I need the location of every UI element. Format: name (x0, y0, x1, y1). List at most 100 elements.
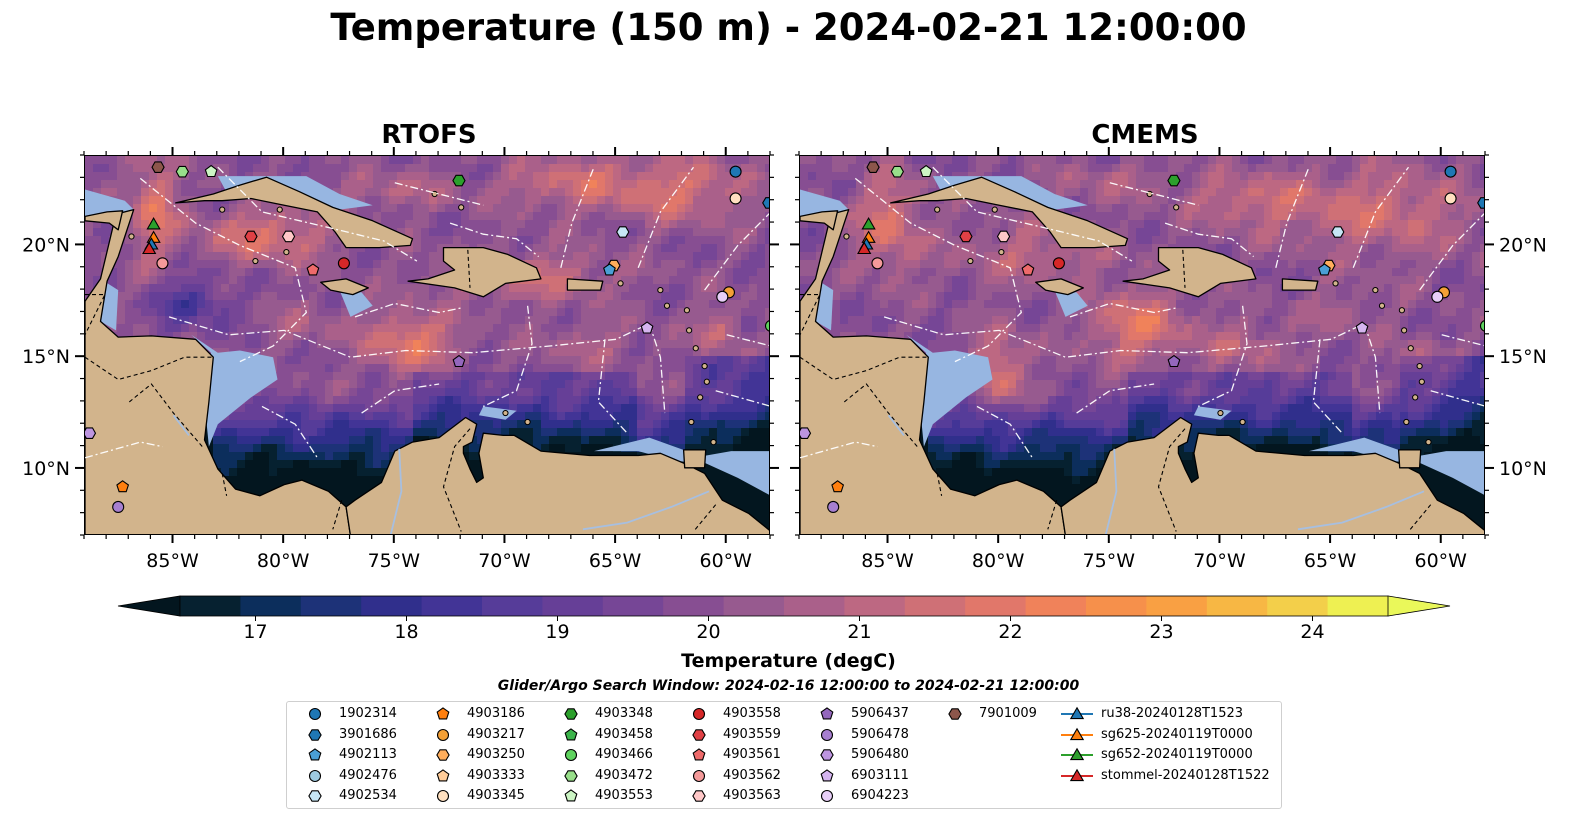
colorbar-bin (542, 596, 604, 616)
legend-marker-hexagon-icon (692, 728, 706, 741)
map-panel-rtofs[interactable] (84, 155, 770, 535)
legend-marker-hexagon-icon (308, 728, 322, 741)
colorbar-bin (602, 596, 664, 616)
colorbar-bin (844, 596, 906, 616)
glider-marker-sg652[interactable] (861, 216, 876, 230)
legend-label: 5906478 (851, 726, 909, 742)
legend-label: 4903217 (467, 726, 525, 742)
float-marker-4902534[interactable] (1331, 226, 1345, 238)
float-marker-4903563[interactable] (281, 230, 296, 243)
colorbar-bin (1327, 596, 1389, 616)
colorbar-bin (784, 596, 845, 616)
map-panel-cmems[interactable] (799, 155, 1485, 535)
lat-tick-label-left: 10°N (22, 458, 70, 480)
colorbar-bin (361, 596, 423, 616)
float-marker-1902314[interactable] (729, 165, 742, 178)
float-marker-5906480[interactable] (85, 427, 97, 439)
legend-marker-hexagon-icon (436, 749, 450, 761)
float-marker-4903559[interactable] (959, 230, 973, 243)
lon-tick-label: 70°W (1193, 550, 1246, 572)
legend-marker-triangle-line-icon (1061, 727, 1093, 740)
legend-label: 4903558 (723, 706, 781, 721)
float-marker-4903562[interactable] (156, 257, 169, 270)
float-marker-4903563[interactable] (996, 230, 1011, 243)
float-marker-4903561[interactable] (1021, 263, 1035, 276)
float-marker-6904223[interactable] (1431, 290, 1444, 303)
colorbar-bin (421, 596, 483, 616)
argo-floats (85, 161, 771, 513)
float-marker-4903561[interactable] (306, 263, 320, 276)
float-marker-6904223[interactable] (716, 290, 729, 303)
float-marker-5906478[interactable] (827, 500, 840, 513)
lon-tick-label: 70°W (478, 550, 531, 572)
glider-marker-sg652[interactable] (146, 216, 161, 230)
panel-title-cmems: CMEMS (1091, 120, 1199, 150)
float-marker-4903345[interactable] (729, 192, 742, 205)
legend-marker-hexagon-icon (308, 790, 322, 802)
float-marker-1902314[interactable] (1444, 165, 1457, 178)
colorbar-bin (1267, 596, 1329, 616)
float-marker-4902113[interactable] (603, 263, 616, 276)
legend-marker-pentagon-icon (820, 707, 834, 720)
legend-label: 4903559 (723, 726, 781, 742)
float-marker-4903466[interactable] (1479, 320, 1486, 332)
lon-tick-label: 75°W (368, 550, 421, 572)
land-centralAmerica (800, 208, 1066, 534)
float-marker-5906478[interactable] (112, 500, 125, 513)
glider-marker-stommel[interactable] (857, 241, 872, 255)
legend-label: stommel-20240128T1522 (1101, 767, 1270, 783)
float-marker-4903186[interactable] (116, 480, 130, 493)
float-marker-4903558[interactable] (337, 257, 350, 270)
float-marker-4903348[interactable] (452, 174, 466, 187)
lon-tick-label: 75°W (1083, 550, 1136, 572)
legend-marker-hexagon-icon (820, 749, 834, 761)
land-southAmerica (345, 416, 769, 534)
float-marker-6903111[interactable] (1355, 321, 1369, 334)
float-marker-4903348[interactable] (1167, 174, 1181, 187)
rivers (172, 414, 710, 534)
lat-tick-label-right: 15°N (1499, 346, 1547, 368)
float-marker-4903559[interactable] (244, 230, 258, 243)
float-marker-4903186[interactable] (831, 480, 845, 493)
float-marker-6903111[interactable] (640, 321, 654, 334)
colorbar-bin (723, 596, 785, 616)
float-marker-7901009[interactable] (866, 161, 880, 173)
float-marker-4903553[interactable] (204, 164, 218, 178)
float-marker-3901686[interactable] (762, 197, 770, 209)
eez-boundaries (85, 166, 769, 459)
colorbar-tick-label: 24 (1300, 621, 1324, 640)
colorbar-bin (1086, 596, 1147, 616)
legend-marker-circle-icon (820, 789, 834, 803)
lat-tick-label-left: 15°N (22, 346, 70, 368)
lon-tick-label: 60°W (1415, 550, 1468, 572)
float-marker-4903562[interactable] (871, 257, 884, 270)
legend-marker-hexagon-icon (948, 708, 962, 720)
float-marker-3901686[interactable] (1477, 197, 1485, 209)
float-marker-4903472[interactable] (175, 165, 190, 178)
float-marker-7901009[interactable] (151, 161, 165, 173)
land-southAmerica (1060, 416, 1484, 534)
float-marker-4903553[interactable] (919, 164, 933, 178)
float-marker-4902534[interactable] (616, 226, 630, 238)
float-marker-5906437[interactable] (1167, 354, 1181, 368)
float-marker-4903472[interactable] (890, 165, 905, 178)
colorbar-bin (180, 596, 241, 616)
land-jamaica (1035, 278, 1084, 296)
float-marker-5906437[interactable] (452, 354, 466, 368)
glider-marker-stommel[interactable] (142, 241, 157, 255)
float-marker-4903345[interactable] (1444, 192, 1457, 205)
land (800, 176, 1484, 534)
float-marker-4903466[interactable] (764, 320, 771, 332)
float-marker-5906480[interactable] (800, 427, 812, 439)
colorbar-bin (1206, 596, 1268, 616)
legend-label: 4903250 (467, 747, 525, 762)
colorbar-bin (904, 596, 966, 616)
float-marker-4902113[interactable] (1318, 263, 1331, 276)
lon-tick-label: 80°W (972, 550, 1025, 572)
colorbar-extend-max (1387, 595, 1451, 617)
legend-marker-pentagon-icon (564, 789, 578, 802)
legend-marker-pentagon-icon (564, 727, 578, 740)
legend-label: 7901009 (979, 706, 1037, 721)
float-marker-4903558[interactable] (1052, 257, 1065, 270)
legend-label: 4903345 (467, 788, 525, 803)
